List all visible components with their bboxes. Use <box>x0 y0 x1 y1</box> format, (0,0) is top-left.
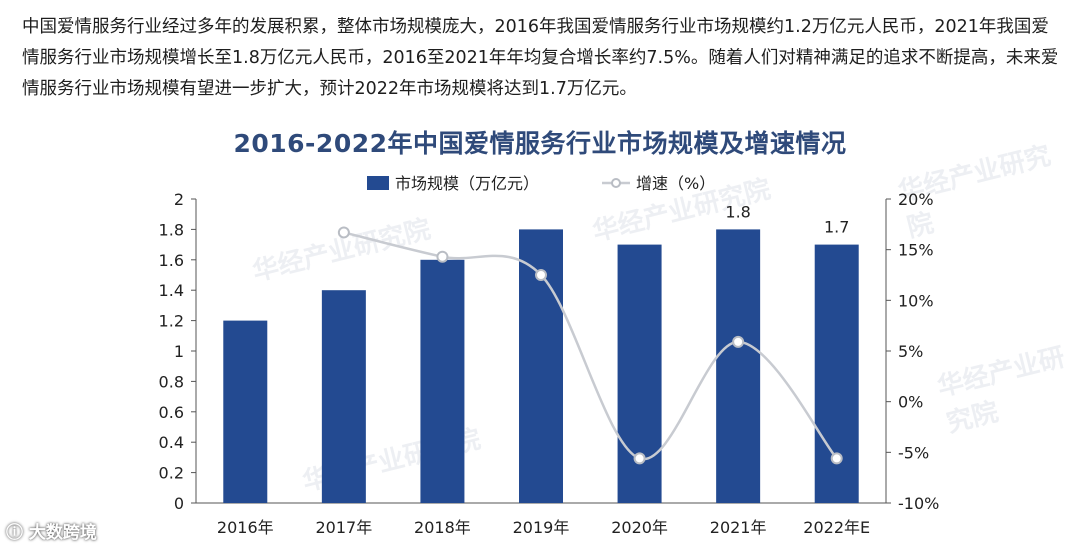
x-tick-label: 2017年 <box>315 518 372 537</box>
y-left-tick-label: 1.8 <box>159 220 184 239</box>
y-left-tick-label: 0.6 <box>159 403 184 422</box>
y-right-tick-label: -5% <box>898 443 929 462</box>
legend-swatch-bar <box>367 176 389 190</box>
growth-point <box>633 452 646 465</box>
bar <box>321 290 366 503</box>
growth-line <box>343 231 838 461</box>
growth-point <box>732 335 745 348</box>
y-left-tick-label: 1 <box>174 342 184 361</box>
x-tick-label: 2019年 <box>513 518 570 537</box>
y-left-tick-label: 1.6 <box>159 251 184 270</box>
y-left-tick-label: 0.4 <box>159 433 184 452</box>
x-tick-label: 2021年 <box>710 518 767 537</box>
bar-data-label: 1.8 <box>725 202 750 221</box>
legend-swatch-point <box>611 178 621 188</box>
y-right-tick-label: 20% <box>898 190 934 209</box>
y-left-tick-label: 1.4 <box>159 281 184 300</box>
growth-point <box>535 269 547 281</box>
x-tick-label: 2020年 <box>611 518 668 537</box>
y-left-tick-label: 1.2 <box>159 312 184 331</box>
bar <box>716 229 761 503</box>
y-right-tick-label: 0% <box>898 393 923 412</box>
chart-title: 2016-2022年中国爱情服务行业市场规模及增速情况 <box>233 129 847 158</box>
growth-point <box>436 250 449 263</box>
intro-paragraph: 中国爱情服务行业经过多年的发展积累，整体市场规模庞大，2016年我国爱情服务行业… <box>22 17 1059 99</box>
y-right-tick-label: 10% <box>898 291 934 310</box>
x-tick-label: 2022年E <box>803 518 870 537</box>
legend-label-line: 增速（%） <box>636 174 715 193</box>
y-right-tick-label: 5% <box>898 342 923 361</box>
footer-logo: ⓘ 大数跨境 <box>6 518 97 543</box>
bar-data-label: 1.7 <box>824 218 849 237</box>
growth-point <box>830 452 843 465</box>
bar <box>223 320 268 503</box>
growth-point <box>337 226 350 239</box>
y-left-tick-label: 2 <box>174 190 184 209</box>
bar <box>420 259 465 503</box>
logo-mark-icon: ⓘ <box>6 523 23 543</box>
y-left-tick-label: 0.8 <box>159 372 184 391</box>
legend-label-bar: 市场规模（万亿元） <box>395 174 539 193</box>
y-left-tick-label: 0.2 <box>159 464 184 483</box>
y-left-tick-label: 0 <box>174 494 184 513</box>
x-tick-label: 2016年 <box>217 518 274 537</box>
footer-logo-text: 大数跨境 <box>28 523 97 543</box>
y-right-tick-label: 15% <box>898 241 934 260</box>
x-tick-label: 2018年 <box>414 518 471 537</box>
y-right-tick-label: -10% <box>898 494 939 513</box>
